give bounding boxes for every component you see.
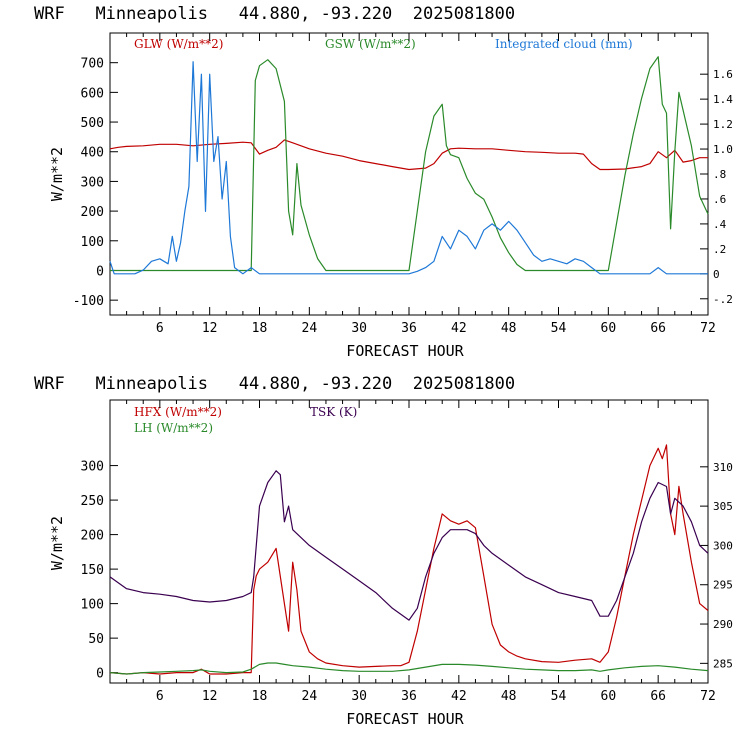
title-coords: 44.880, -93.220 <box>238 4 393 24</box>
x-tick-label: 18 <box>252 689 268 704</box>
series-line-hfx <box>109 444 709 675</box>
y-tick-label: 100 <box>81 235 104 250</box>
right-y-tick-label: .8 <box>713 168 726 181</box>
y-tick-label: 200 <box>81 529 104 544</box>
legend-gsw: GSW (W/m**2) <box>325 37 416 51</box>
legend-hfx: HFX (W/m**2) <box>134 405 222 419</box>
right-y-tick-label: 310 <box>713 461 733 474</box>
x-tick-label: 24 <box>302 689 318 704</box>
right-y-tick-label: 295 <box>713 579 733 592</box>
y-tick-label: 250 <box>81 494 104 509</box>
y-tick-label: 600 <box>81 86 104 101</box>
x-tick-label: 30 <box>351 689 367 704</box>
y-tick-label: 300 <box>81 175 104 190</box>
x-tick-label: 36 <box>401 689 417 704</box>
x-tick-label: 72 <box>700 689 716 704</box>
x-tick-label: 6 <box>156 321 164 336</box>
bottom-chart-title: WRF Minneapolis 44.880, -93.220 20250818… <box>34 374 515 394</box>
top-chart-title: WRF Minneapolis 44.880, -93.220 20250818… <box>34 4 515 24</box>
right-y-tick-label: 1.4 <box>713 93 733 106</box>
right-y-tick-label: 305 <box>713 500 733 513</box>
title-coords: 44.880, -93.220 <box>238 374 393 394</box>
y-tick-label: 100 <box>81 598 104 613</box>
legend-integrated-cloud: Integrated cloud (mm) <box>495 37 633 51</box>
y-tick-label: 500 <box>81 116 104 131</box>
legend-glw: GLW (W/m**2) <box>134 37 223 51</box>
right-y-tick-label: 0 <box>713 268 720 281</box>
y-tick-label: 0 <box>96 264 104 279</box>
y-tick-label: 400 <box>81 146 104 161</box>
x-tick-label: 42 <box>451 321 467 336</box>
bottom-plot-area: 6 12 18 24 30 36 42 48 54 60 66 72 0 50 100 150 200 250 30… <box>81 400 733 704</box>
series-line-lh <box>109 662 709 675</box>
x-tick-label: 60 <box>601 689 617 704</box>
x-tick-label: 18 <box>252 321 268 336</box>
right-y-tick-label: 1.0 <box>713 143 733 156</box>
y-tick-label: 50 <box>88 632 104 647</box>
top-plot-area: 6 12 18 24 30 36 42 48 54 60 66 72 -100 0 100 200 300 400… <box>73 33 733 336</box>
top-x-axis-label: FORECAST HOUR <box>346 342 464 360</box>
series-line-gsw <box>110 56 709 272</box>
y-tick-label: 300 <box>81 460 104 475</box>
right-y-tick-label: 300 <box>713 539 733 552</box>
x-tick-label: 12 <box>202 689 218 704</box>
title-run: 2025081800 <box>412 374 516 394</box>
x-tick-label: 24 <box>302 321 318 336</box>
right-y-tick-label: -.2 <box>713 293 733 306</box>
right-y-tick-label: 1.2 <box>713 118 733 131</box>
top-y-axis-label: W/m**2 <box>48 147 66 201</box>
title-place: Minneapolis <box>95 4 209 24</box>
x-tick-label: 66 <box>650 321 666 336</box>
y-tick-label: 700 <box>81 57 104 72</box>
right-y-tick-label: .6 <box>713 193 726 206</box>
right-y-tick-label: 285 <box>713 657 733 670</box>
series-line-integrated <box>109 61 708 275</box>
y-tick-label: -100 <box>73 294 104 309</box>
x-tick-label: 36 <box>401 321 417 336</box>
x-tick-label: 54 <box>551 321 567 336</box>
x-tick-label: 48 <box>501 689 517 704</box>
y-tick-label: 150 <box>81 563 104 578</box>
x-tick-label: 12 <box>202 321 218 336</box>
y-tick-label: 200 <box>81 205 104 220</box>
x-tick-label: 66 <box>650 689 666 704</box>
x-tick-label: 30 <box>351 321 367 336</box>
x-tick-label: 42 <box>451 689 467 704</box>
x-tick-label: 72 <box>700 321 716 336</box>
right-y-tick-label: 290 <box>713 618 733 631</box>
top-plot-frame <box>109 32 709 316</box>
title-place: Minneapolis <box>95 374 209 394</box>
series-line-glw <box>109 139 708 171</box>
title-model: WRF <box>34 374 65 394</box>
series-line-tsk <box>109 470 709 621</box>
right-y-tick-label: .4 <box>713 218 727 231</box>
right-y-tick-label: .2 <box>713 243 726 256</box>
title-run: 2025081800 <box>412 4 516 24</box>
bottom-x-axis-label: FORECAST HOUR <box>346 710 464 728</box>
bottom-y-axis-label: W/m**2 <box>48 516 66 570</box>
legend-tsk: TSK (K) <box>310 405 357 419</box>
title-model: WRF <box>34 4 65 24</box>
x-tick-label: 48 <box>501 321 517 336</box>
x-tick-label: 54 <box>551 689 567 704</box>
right-y-tick-label: 1.6 <box>713 68 733 81</box>
legend-lh: LH (W/m**2) <box>134 421 213 435</box>
x-tick-label: 60 <box>601 321 617 336</box>
y-tick-label: 0 <box>96 667 104 682</box>
bottom-plot-frame <box>109 399 709 684</box>
x-tick-label: 6 <box>156 689 164 704</box>
